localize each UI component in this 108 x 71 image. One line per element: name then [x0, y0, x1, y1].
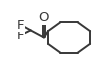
- Text: F: F: [17, 19, 24, 32]
- Text: O: O: [39, 11, 49, 24]
- Text: F: F: [17, 29, 24, 42]
